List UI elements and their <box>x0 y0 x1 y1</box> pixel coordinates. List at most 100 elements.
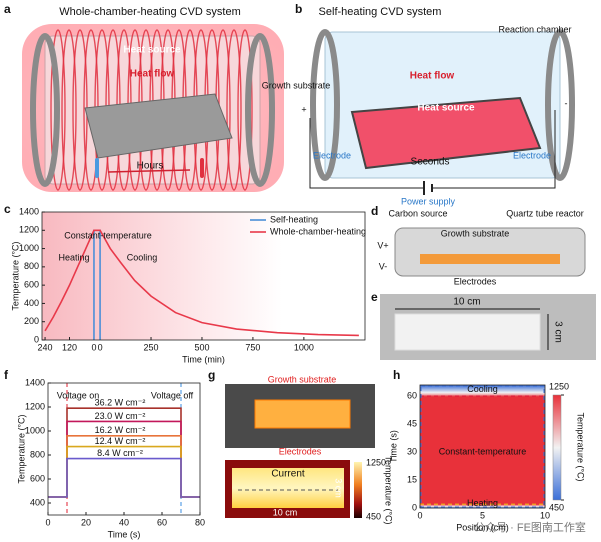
y-tick-label: 0 <box>34 334 39 344</box>
wire <box>309 110 556 189</box>
series-label: 12.4 W cm⁻² <box>95 436 146 446</box>
x-tick-label: 0 <box>45 517 50 527</box>
x-tick-label: 120 <box>62 342 77 352</box>
annotation: - <box>565 98 568 108</box>
annotation: Heat flow <box>130 69 175 80</box>
y-tick-label: 800 <box>24 261 39 271</box>
annotation: V- <box>379 261 388 271</box>
heat-band <box>420 506 545 509</box>
annotation: Carbon source <box>388 208 447 218</box>
plot-frame <box>47 382 201 516</box>
x-tick-label: 10 <box>540 510 550 520</box>
annotation: Electrodes <box>454 276 497 286</box>
annotation: Growth substrate <box>262 80 331 90</box>
x-tick-label: 80 <box>195 517 205 527</box>
hot-substrate <box>254 399 351 429</box>
coil <box>61 29 77 191</box>
thermometer <box>95 158 99 178</box>
annotation: Heating <box>58 252 89 262</box>
annotation: Quartz tube reactor <box>506 208 584 218</box>
coils <box>50 29 253 191</box>
y-tick-label: 45 <box>407 419 417 429</box>
thermometer <box>200 158 204 178</box>
colorbar <box>552 394 562 501</box>
y-tick-label: 400 <box>24 298 39 308</box>
annotation: 3 cm <box>552 321 563 343</box>
y-tick-label: 0 <box>412 502 417 512</box>
annotation: Current <box>271 469 305 480</box>
panel-e: e 10 cm 3 cm <box>371 290 596 360</box>
series-line <box>48 457 200 498</box>
legend-label: Self-heating <box>270 214 318 224</box>
y-tick-label: 600 <box>24 280 39 290</box>
colorbar-label: 450 <box>366 511 381 521</box>
watermark: 公众号 · FE图南工作室 <box>474 520 586 534</box>
outline <box>420 385 545 508</box>
plot-frame <box>41 211 366 341</box>
heat-band <box>420 504 545 507</box>
flange <box>310 29 340 181</box>
x-axis-title: Time (s) <box>108 529 141 539</box>
x-tick-label: 0 <box>98 342 103 352</box>
panel-label: g <box>208 368 215 382</box>
colorbar <box>354 462 362 518</box>
annotation: Hours <box>137 161 164 172</box>
panel-g: g Growth substrate Electrodes Current 10… <box>208 368 394 524</box>
x-tick-label: 240 <box>38 342 53 352</box>
x-tick-label: 20 <box>81 517 91 527</box>
annotation: + <box>301 104 306 114</box>
annotation: Heat source <box>417 103 475 114</box>
x-axis-title: Position (cm) <box>456 522 509 532</box>
x-tick-label: 0 <box>91 342 96 352</box>
x-tick-label: 750 <box>245 342 260 352</box>
panel-b: b Self-heating CVD system Reaction chamb… <box>262 2 575 206</box>
hot-zone <box>232 468 344 508</box>
annotation: Heating <box>467 498 498 508</box>
substrate <box>420 254 560 264</box>
y-tick-label: 1200 <box>25 401 45 411</box>
panel-title: Self-heating CVD system <box>319 6 442 18</box>
annotation: Electrode <box>513 150 551 160</box>
heat-band <box>420 392 545 395</box>
heat-band <box>420 394 545 397</box>
annotation: Cooling <box>127 252 158 262</box>
annotation: Electrode <box>313 150 351 160</box>
x-tick-label: 250 <box>144 342 159 352</box>
x-tick-label: 1000 <box>294 342 314 352</box>
flange <box>545 29 575 181</box>
y-tick-label: 1000 <box>19 243 39 253</box>
y-tick-label: 400 <box>30 497 45 507</box>
series-label: 36.2 W cm⁻² <box>95 398 146 408</box>
x-axis-title: Time (min) <box>182 354 225 364</box>
x-tick-label: 0 <box>417 510 422 520</box>
series-label: 16.2 W cm⁻² <box>95 425 146 435</box>
series-label: 23.0 W cm⁻² <box>95 411 146 421</box>
x-tick-label: 60 <box>157 517 167 527</box>
substrate <box>350 96 542 170</box>
y-axis-title: Temperature (°C) <box>10 241 20 310</box>
annotation: V+ <box>377 240 388 250</box>
heat-band <box>420 390 545 393</box>
annotation: Heat flow <box>410 71 455 82</box>
colorbar-label: 450 <box>549 502 564 512</box>
heat-band <box>420 388 545 392</box>
annotation: 10 cm <box>453 297 480 308</box>
flange <box>30 33 60 187</box>
y-tick-label: 600 <box>30 473 45 483</box>
annotation: Growth substrate <box>268 374 337 384</box>
panel-title: Whole-chamber-heating CVD system <box>59 6 241 18</box>
substrate <box>84 93 233 159</box>
coil <box>226 29 242 191</box>
y-tick-label: 1200 <box>19 225 39 235</box>
annotation: Growth substrate <box>441 228 510 238</box>
arrow <box>107 169 191 173</box>
annotation: Power supply <box>401 196 456 206</box>
plot-frame <box>419 384 546 509</box>
colorbar-title: Temperature (°C) <box>576 412 586 481</box>
legend-label: Whole-chamber-heating <box>270 226 366 236</box>
coil <box>237 29 253 191</box>
panel-c <box>42 212 282 340</box>
heat-band <box>420 385 545 388</box>
annotation: Constant-temperature <box>64 230 152 240</box>
